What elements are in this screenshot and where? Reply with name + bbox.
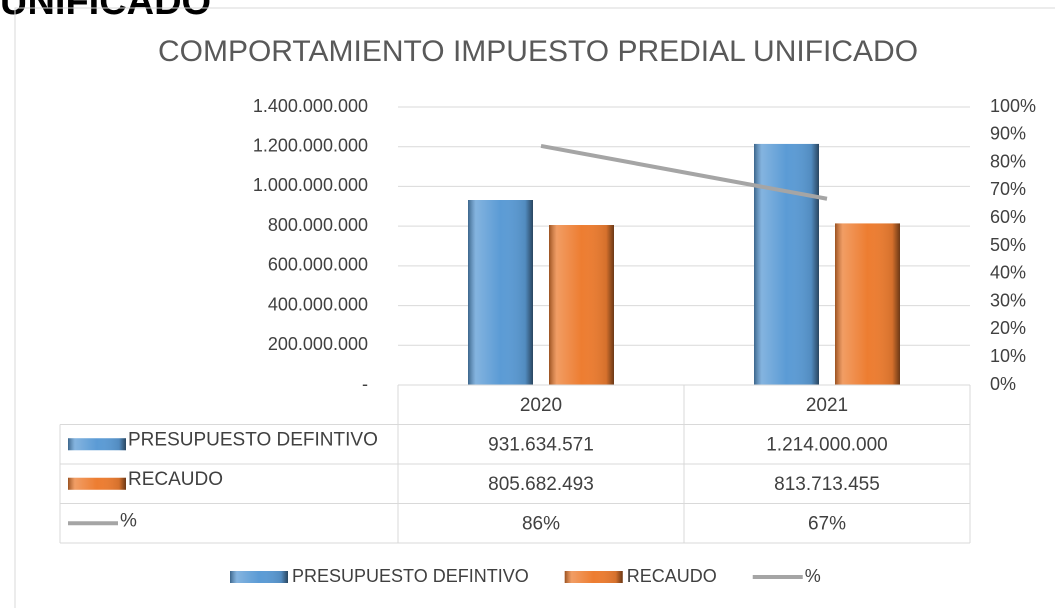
y2-tick-label: 50% <box>990 235 1026 255</box>
y2-tick-label: 20% <box>990 318 1026 338</box>
x-tick-label: 2021 <box>806 395 848 416</box>
chart-border <box>14 7 1055 608</box>
bar-shade <box>754 143 819 385</box>
y2-tick-label: 100% <box>990 96 1036 116</box>
y-tick-label: 800.000.000 <box>268 215 368 235</box>
legend-label: % <box>805 566 821 586</box>
y2-tick-label: 60% <box>990 207 1026 227</box>
table-value: 931.634.571 <box>488 434 594 455</box>
legend-label: PRESUPUESTO DEFINTIVO <box>292 566 529 586</box>
y2-tick-label: 80% <box>990 151 1026 171</box>
chart-title: COMPORTAMIENTO IMPUESTO PREDIAL UNIFICAD… <box>158 35 918 68</box>
table-value: 86% <box>522 513 560 534</box>
table-row-label: % <box>120 510 137 531</box>
y-tick-label: 200.000.000 <box>268 334 368 354</box>
y-tick-label: 400.000.000 <box>268 294 368 314</box>
table-row-label: RECAUDO <box>128 469 223 490</box>
line <box>540 143 828 201</box>
y2-tick-label: 30% <box>990 290 1026 310</box>
legend-key-shade <box>564 571 623 583</box>
legend-key-shade <box>68 438 126 451</box>
legend-key-shade <box>230 571 288 583</box>
bar-shade <box>468 200 533 385</box>
bar-shade <box>549 225 614 385</box>
legend-key-shade <box>68 477 126 490</box>
bar-shade <box>835 223 900 385</box>
y2-tick-label: 70% <box>990 179 1026 199</box>
y2-tick-label: 10% <box>990 346 1026 366</box>
y-tick-label: - <box>362 374 368 394</box>
table-value: 805.682.493 <box>488 474 594 495</box>
table-value: 67% <box>808 513 846 534</box>
y-tick-label: 1.400.000.000 <box>253 96 368 116</box>
y-tick-label: 1.200.000.000 <box>253 135 368 155</box>
table-value: 1.214.000.000 <box>766 434 888 455</box>
x-tick-label: 2020 <box>520 395 562 416</box>
table-row-label: PRESUPUESTO DEFINTIVO <box>128 429 378 450</box>
cut-heading: UNIFICADO <box>0 0 211 23</box>
y-tick-label: 600.000.000 <box>268 255 368 275</box>
y2-tick-label: 90% <box>990 124 1026 144</box>
table-value: 813.713.455 <box>774 474 880 495</box>
y2-tick-label: 0% <box>990 374 1016 394</box>
y-tick-label: 1.000.000.000 <box>253 175 368 195</box>
y2-tick-label: 40% <box>990 263 1026 283</box>
legend-label: RECAUDO <box>627 566 717 586</box>
